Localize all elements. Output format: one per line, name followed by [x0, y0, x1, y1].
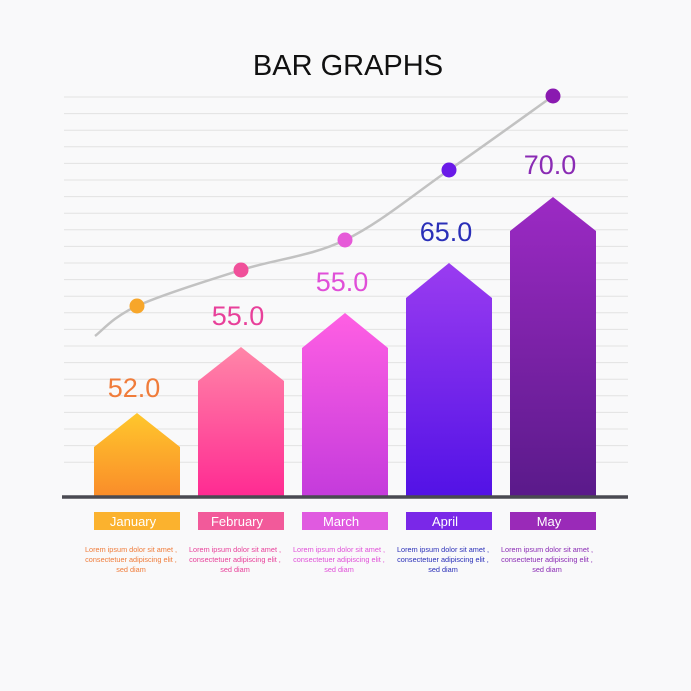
description-text: Lorem ipsum dolor sit amet ,	[293, 545, 385, 554]
category-box-may	[510, 512, 596, 530]
bar-january	[94, 413, 180, 497]
bar-february	[198, 347, 284, 497]
value-label-february: 55.0	[212, 301, 265, 331]
description-text: Lorem ipsum dolor sit amet ,	[189, 545, 281, 554]
category-label-january: January	[110, 514, 157, 529]
trend-dot-march	[337, 232, 353, 248]
category-box-march	[302, 512, 388, 530]
bar-april	[406, 263, 492, 497]
description-text: Lorem ipsum dolor sit amet ,	[85, 545, 177, 554]
description-text: consectetuer adipiscing elit ,	[397, 555, 489, 564]
trend-line-group	[94, 88, 561, 338]
value-label-may: 70.0	[524, 150, 577, 180]
category-box-april	[406, 512, 492, 530]
category-labels-group: January February March April May	[94, 512, 596, 530]
value-labels-group: 52.0 55.0 55.0 65.0 70.0	[108, 150, 577, 403]
trend-dot-february	[233, 262, 249, 278]
category-label-may: May	[537, 514, 562, 529]
value-label-april: 65.0	[420, 217, 473, 247]
trend-dot-april	[441, 162, 457, 178]
description-text: consectetuer adipiscing elit ,	[293, 555, 385, 564]
description-text: consectetuer adipiscing elit ,	[85, 555, 177, 564]
chart-title: BAR GRAPHS	[253, 50, 443, 82]
trend-dot-may	[545, 88, 561, 104]
description-text: sed diam	[324, 565, 354, 574]
bars-group	[94, 197, 596, 497]
category-label-march: March	[323, 514, 359, 529]
bar-march	[302, 313, 388, 497]
bar-may	[510, 197, 596, 497]
value-label-january: 52.0	[108, 373, 161, 403]
description-text: sed diam	[116, 565, 146, 574]
value-label-march: 55.0	[316, 267, 369, 297]
category-label-april: April	[432, 514, 458, 529]
descriptions-group: Lorem ipsum dolor sit amet ,consectetuer…	[85, 545, 593, 574]
description-text: sed diam	[220, 565, 250, 574]
description-text: sed diam	[428, 565, 458, 574]
category-label-february: February	[211, 514, 264, 529]
description-text: sed diam	[532, 565, 562, 574]
category-box-february	[198, 512, 284, 530]
description-text: Lorem ipsum dolor sit amet ,	[501, 545, 593, 554]
category-box-january	[94, 512, 180, 530]
description-text: consectetuer adipiscing elit ,	[501, 555, 593, 564]
description-text: consectetuer adipiscing elit ,	[189, 555, 281, 564]
trend-dot-january	[129, 298, 145, 314]
description-text: Lorem ipsum dolor sit amet ,	[397, 545, 489, 554]
